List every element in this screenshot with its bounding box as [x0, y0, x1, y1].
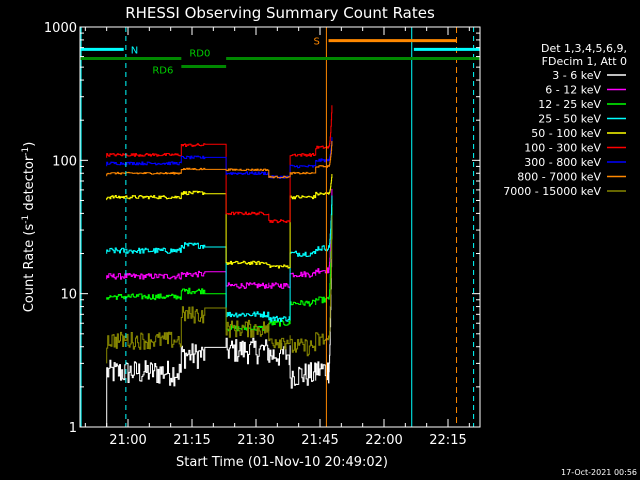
- y-axis-label-main: Count Rate (s: [22, 224, 37, 313]
- x-tick-label-5: 22:15: [429, 433, 466, 448]
- series-line-7: [106, 141, 333, 179]
- plot-frame: [79, 26, 481, 428]
- legend-header-0: Det 1,3,4,5,6,9,: [541, 42, 627, 55]
- saa-label: S: [314, 37, 320, 48]
- x-tick-label-2: 21:30: [237, 433, 274, 448]
- x-axis-label: Start Time (01-Nov-10 20:49:02): [176, 455, 388, 470]
- y-tick-label-3: 1000: [44, 21, 77, 36]
- series-line-5: [106, 105, 333, 224]
- chart-title: RHESSI Observing Summary Count Rates: [125, 4, 435, 22]
- rd0-label: RD0: [189, 49, 210, 60]
- legend-label-2: 12 - 25 keV: [538, 98, 601, 111]
- legend-label-6: 300 - 800 keV: [524, 156, 601, 169]
- y-axis-label-sup: -1: [21, 215, 31, 224]
- night-label: N: [131, 45, 138, 56]
- series-line-0: [106, 207, 333, 427]
- x-tick-label-3: 21:45: [301, 433, 338, 448]
- series-line-1: [106, 188, 333, 289]
- y-axis-label-end: ): [22, 142, 37, 147]
- x-tick-label-0: 21:00: [109, 433, 146, 448]
- y-axis-label: Count Rate (s-1 detector-1): [21, 142, 37, 313]
- series-line-8: [106, 215, 333, 364]
- legend-label-1: 6 - 12 keV: [545, 84, 601, 97]
- legend-header-1: FDecim 1, Att 0: [542, 55, 627, 68]
- legend-label-0: 3 - 6 keV: [552, 69, 601, 82]
- legend: Det 1,3,4,5,6,9,FDecim 1, Att 03 - 6 keV…: [503, 42, 627, 198]
- x-tick-label-1: 21:15: [173, 433, 210, 448]
- x-tick-label-4: 22:00: [365, 433, 402, 448]
- legend-label-4: 50 - 100 keV: [531, 127, 601, 140]
- series-line-4: [106, 174, 333, 269]
- axes: 1 10 100 1000 21:00 21:15 21:30 21:45 22:00 22:15: [44, 21, 480, 448]
- legend-label-8: 7000 - 15000 keV: [503, 185, 601, 198]
- data-traces: [106, 105, 333, 427]
- timestamp: 17-Oct-2021 00:56: [561, 468, 637, 477]
- y-tick-label-2: 100: [52, 154, 77, 169]
- y-tick-label-0: 1: [69, 421, 77, 436]
- y-tick-label-1: 10: [60, 288, 77, 303]
- y-axis-label-sup2: -1: [21, 147, 31, 156]
- legend-label-3: 25 - 50 keV: [538, 113, 601, 126]
- rd6-label: RD6: [152, 66, 173, 77]
- series-line-3: [106, 195, 333, 322]
- series-line-6: [106, 137, 333, 179]
- state-annotations: N S RD0 RD6: [80, 27, 480, 427]
- legend-label-5: 100 - 300 keV: [524, 142, 601, 155]
- legend-label-7: 800 - 7000 keV: [517, 171, 601, 184]
- y-axis-label-rest: detector: [22, 155, 37, 215]
